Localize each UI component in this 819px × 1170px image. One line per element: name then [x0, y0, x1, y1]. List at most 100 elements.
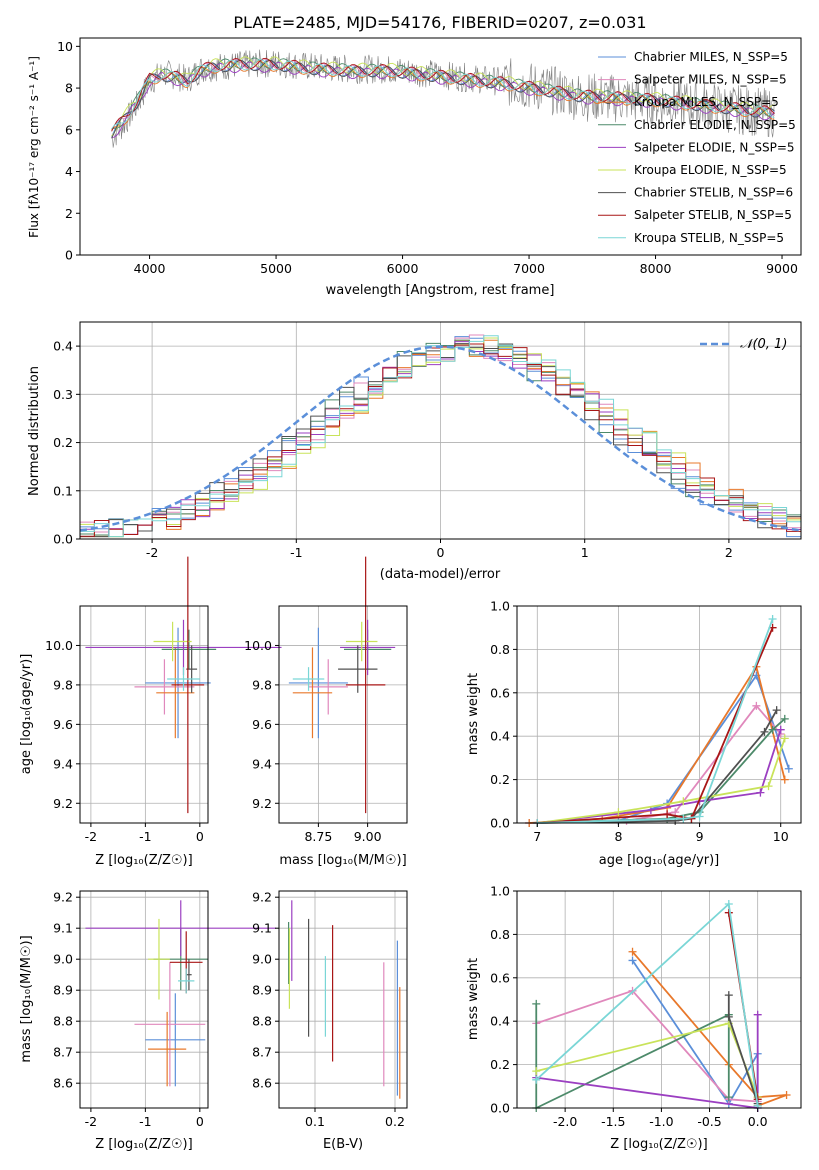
wAge-xlabel: age [log₁₀(age/yr)] [599, 853, 720, 868]
model-spectrum-line-3 [111, 57, 775, 130]
y-tick-label: 9.2 [53, 796, 73, 811]
gaussian-curve [79, 345, 802, 532]
x-tick-label: 0 [437, 545, 445, 560]
weight-marker-3-3 [724, 1093, 733, 1102]
weight-vs-age-panel: 7 8 9 10 0.0 0.2 0.4 0.6 0.8 1.0 age [log₁₀(age/y… [466, 599, 802, 868]
y-tick-label: 1.0 [490, 599, 510, 614]
weight-marker-5-1 [614, 808, 623, 817]
x-tick-label: 2 [725, 545, 733, 560]
x-tick-label: 8000 [640, 261, 672, 276]
y-tick-label: 2 [65, 206, 73, 221]
y-tick-label: 0.8 [490, 642, 510, 657]
weight-marker-6-0 [724, 991, 733, 1000]
weight-marker-8-1 [724, 900, 733, 909]
x-tick-label: 0.0 [748, 1114, 768, 1129]
y-tick-label: 0.8 [490, 927, 510, 942]
x-tick-label: 4000 [134, 261, 166, 276]
y-tick-label: 10.0 [45, 638, 73, 653]
ageZ-xlabel: Z [log₁₀(Z/Z☉)] [95, 853, 192, 868]
y-tick-label: 9.6 [252, 717, 272, 732]
y-tick-label: 8.6 [53, 1076, 73, 1091]
x-tick-label: 7000 [513, 261, 545, 276]
weight-marker-6-3 [760, 727, 769, 736]
model-spectrum-line-6 [111, 59, 775, 139]
x-tick-label: -0.5 [697, 1114, 721, 1129]
x-tick-label: -1.0 [649, 1114, 673, 1129]
spectrum-xlabel: wavelength [Angstrom, rest frame] [326, 283, 555, 298]
y-tick-label: 8.9 [53, 983, 73, 998]
y-tick-label: 9.0 [53, 952, 73, 967]
y-tick-label: 0.2 [53, 435, 73, 450]
model-spectrum-line-8 [111, 59, 775, 130]
y-tick-label: 9.8 [252, 677, 272, 692]
gaussian-legend-label: 𝒩(0, 1) [740, 337, 787, 352]
x-tick-label: -1 [139, 829, 151, 844]
y-tick-label: 9.4 [53, 756, 73, 771]
spectrum-legend: Chabrier MILES, N_SSP=5 Salpeter MILES, N… [598, 50, 796, 245]
mass-vs-metallicity-panel: -2 -1 0 8.6 8.7 8.8 8.9 9.0 9.1 9.2 Z [log₁₀(Z/Z☉… [19, 890, 277, 1152]
x-tick-label: -2 [146, 545, 158, 560]
mass-vs-ebv-panel: 0.1 0.2 8.6 8.7 8.8 8.9 9.0 9.1 9.2 E(B-V) [252, 890, 408, 1152]
weight-marker-8-2 [695, 812, 704, 821]
weight-marker-2-4 [780, 775, 789, 784]
model-spectrum-line-4 [111, 61, 775, 139]
x-tick-label: -2 [85, 829, 97, 844]
weight-marker-1-2 [671, 808, 680, 817]
y-tick-label: 0.1 [53, 483, 73, 498]
figure-title: PLATE=2485, MJD=54176, FIBERID=0207, z=0… [233, 13, 646, 32]
legend-label-8: Kroupa STELIB, N_SSP=5 [634, 231, 784, 245]
x-tick-label: 5000 [260, 261, 292, 276]
weight-marker-0-0 [628, 956, 637, 965]
y-tick-label: 0.2 [490, 772, 510, 787]
x-tick-label: 7 [533, 829, 541, 844]
weight-marker-2-3 [782, 1090, 791, 1099]
residual-histogram-8 [80, 335, 801, 538]
x-tick-label: 9 [696, 829, 704, 844]
x-tick-label: -1.5 [601, 1114, 625, 1129]
spectrum-panel: 4000 5000 6000 7000 8000 9000 0 2 4 6 8 10 Chabrier… [27, 37, 802, 298]
residuals-ylabel: Normed distribution [27, 366, 42, 496]
x-tick-label: -2 [85, 1114, 97, 1129]
y-tick-label: 10.0 [244, 638, 272, 653]
y-tick-label: 0.0 [490, 816, 510, 831]
massZ-ylabel: mass [log₁₀(M/M☉)] [19, 935, 34, 1062]
weight-marker-6-1 [724, 1012, 733, 1021]
legend-label-1: Salpeter MILES, N_SSP=5 [634, 73, 787, 87]
weight-marker-0-4 [784, 764, 793, 773]
legend-label-5: Kroupa ELODIE, N_SSP=5 [634, 163, 787, 177]
weight-marker-4-4 [776, 725, 785, 734]
y-tick-label: 9.8 [53, 677, 73, 692]
x-tick-label: 8 [614, 829, 622, 844]
y-tick-label: 9.2 [53, 890, 73, 905]
y-tick-label: 0.3 [53, 387, 73, 402]
y-tick-label: 0.4 [490, 1014, 510, 1029]
weight-marker-8-0 [532, 1075, 541, 1084]
y-tick-label: 8.9 [252, 983, 272, 998]
weight-marker-7-1 [663, 810, 672, 819]
wZ-xlabel: Z [log₁₀(Z/Z☉)] [610, 1137, 707, 1152]
y-tick-label: 0.0 [53, 532, 73, 547]
ageM-xlabel: mass [log₁₀(M/M☉)] [279, 853, 406, 868]
y-tick-label: 8.7 [252, 1045, 272, 1060]
x-tick-label: 10 [773, 829, 789, 844]
legend-label-4: Salpeter ELODIE, N_SSP=5 [634, 140, 795, 154]
x-tick-label: 6000 [387, 261, 419, 276]
legend-label-6: Chabrier STELIB, N_SSP=6 [634, 186, 793, 200]
spectrum-ylabel: Flux [fλ10⁻¹⁷ erg cm⁻² s⁻¹ A⁻¹] [27, 56, 41, 238]
x-tick-label: -1 [290, 545, 302, 560]
y-tick-label: 0 [65, 248, 73, 263]
weight-marker-5-4 [780, 734, 789, 743]
wZ-ylabel: mass weight [466, 958, 481, 1040]
y-tick-label: 0.4 [490, 729, 510, 744]
x-tick-label: -2.0 [553, 1114, 577, 1129]
weight-line-1 [535, 989, 758, 1103]
x-tick-label: 8.75 [304, 829, 332, 844]
y-tick-label: 9.6 [53, 717, 73, 732]
y-tick-label: 9.0 [252, 952, 272, 967]
legend-label-0: Chabrier MILES, N_SSP=5 [634, 50, 788, 64]
y-tick-label: 10 [57, 39, 73, 54]
weight-marker-5-3 [764, 782, 773, 791]
y-tick-label: 0.6 [490, 970, 510, 985]
y-tick-label: 9.1 [53, 921, 73, 936]
